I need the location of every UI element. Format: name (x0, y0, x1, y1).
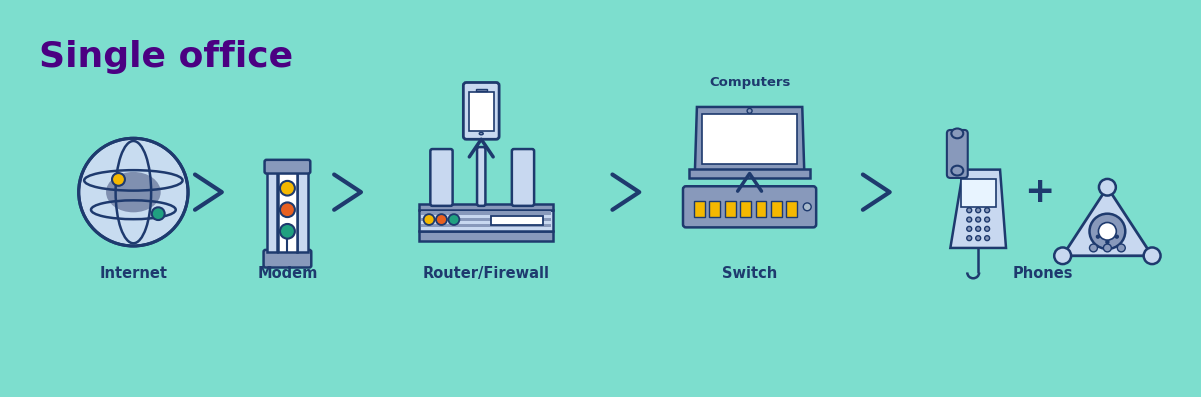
FancyBboxPatch shape (430, 149, 453, 206)
Circle shape (112, 173, 125, 186)
Text: Single office: Single office (38, 40, 293, 74)
FancyBboxPatch shape (946, 130, 968, 178)
Bar (422, 211, 551, 215)
FancyBboxPatch shape (683, 186, 817, 227)
Bar (419, 231, 554, 241)
Polygon shape (695, 107, 805, 171)
Bar (771, 201, 782, 217)
Bar (419, 204, 554, 210)
Circle shape (967, 208, 972, 213)
Text: Modem: Modem (257, 266, 317, 281)
Circle shape (967, 236, 972, 241)
Bar (740, 201, 751, 217)
Circle shape (424, 214, 435, 225)
Circle shape (436, 214, 447, 225)
Ellipse shape (106, 172, 161, 212)
Bar (422, 218, 551, 221)
Circle shape (151, 207, 165, 220)
Bar (755, 201, 766, 217)
Ellipse shape (951, 166, 963, 175)
Bar (491, 216, 543, 225)
Circle shape (280, 181, 295, 196)
Ellipse shape (951, 129, 963, 138)
Circle shape (280, 202, 295, 217)
Circle shape (975, 226, 981, 231)
FancyBboxPatch shape (477, 147, 485, 206)
Circle shape (967, 226, 972, 231)
Circle shape (985, 236, 990, 241)
Bar (724, 201, 736, 217)
Bar (267, 172, 277, 252)
Circle shape (1099, 222, 1116, 240)
Bar (422, 224, 551, 227)
Circle shape (985, 226, 990, 231)
Text: Router/Firewall: Router/Firewall (423, 266, 550, 281)
FancyBboxPatch shape (464, 83, 500, 139)
Bar (419, 210, 554, 231)
Circle shape (967, 217, 972, 222)
FancyBboxPatch shape (264, 160, 310, 173)
Text: Computers: Computers (709, 76, 790, 89)
Circle shape (448, 214, 459, 225)
Circle shape (1089, 244, 1098, 252)
Bar (689, 169, 811, 178)
Text: Phones: Phones (1012, 266, 1072, 281)
Circle shape (79, 138, 189, 246)
Circle shape (747, 108, 752, 113)
Bar (787, 201, 797, 217)
FancyBboxPatch shape (263, 250, 311, 268)
Circle shape (280, 224, 295, 239)
Circle shape (985, 208, 990, 213)
Circle shape (803, 203, 811, 211)
Circle shape (1143, 247, 1160, 264)
Bar (468, 92, 494, 131)
Circle shape (975, 208, 981, 213)
Bar (277, 172, 297, 252)
Ellipse shape (479, 132, 483, 135)
Polygon shape (1063, 187, 1152, 256)
Circle shape (1095, 235, 1100, 239)
Bar (476, 89, 486, 91)
Circle shape (1089, 214, 1125, 249)
Bar (298, 172, 309, 252)
Bar (961, 179, 996, 207)
Polygon shape (950, 170, 1006, 248)
FancyBboxPatch shape (512, 149, 534, 206)
Circle shape (985, 217, 990, 222)
Text: +: + (1024, 175, 1054, 209)
Circle shape (1117, 244, 1125, 252)
Circle shape (1054, 247, 1071, 264)
Bar (710, 201, 721, 217)
Text: Internet: Internet (100, 266, 167, 281)
Circle shape (1104, 244, 1111, 252)
Bar (694, 201, 705, 217)
Bar (701, 114, 797, 164)
Text: Switch: Switch (722, 266, 777, 281)
Circle shape (975, 236, 981, 241)
Circle shape (975, 217, 981, 222)
Circle shape (1105, 240, 1110, 244)
Circle shape (1099, 179, 1116, 196)
Circle shape (1115, 235, 1119, 239)
